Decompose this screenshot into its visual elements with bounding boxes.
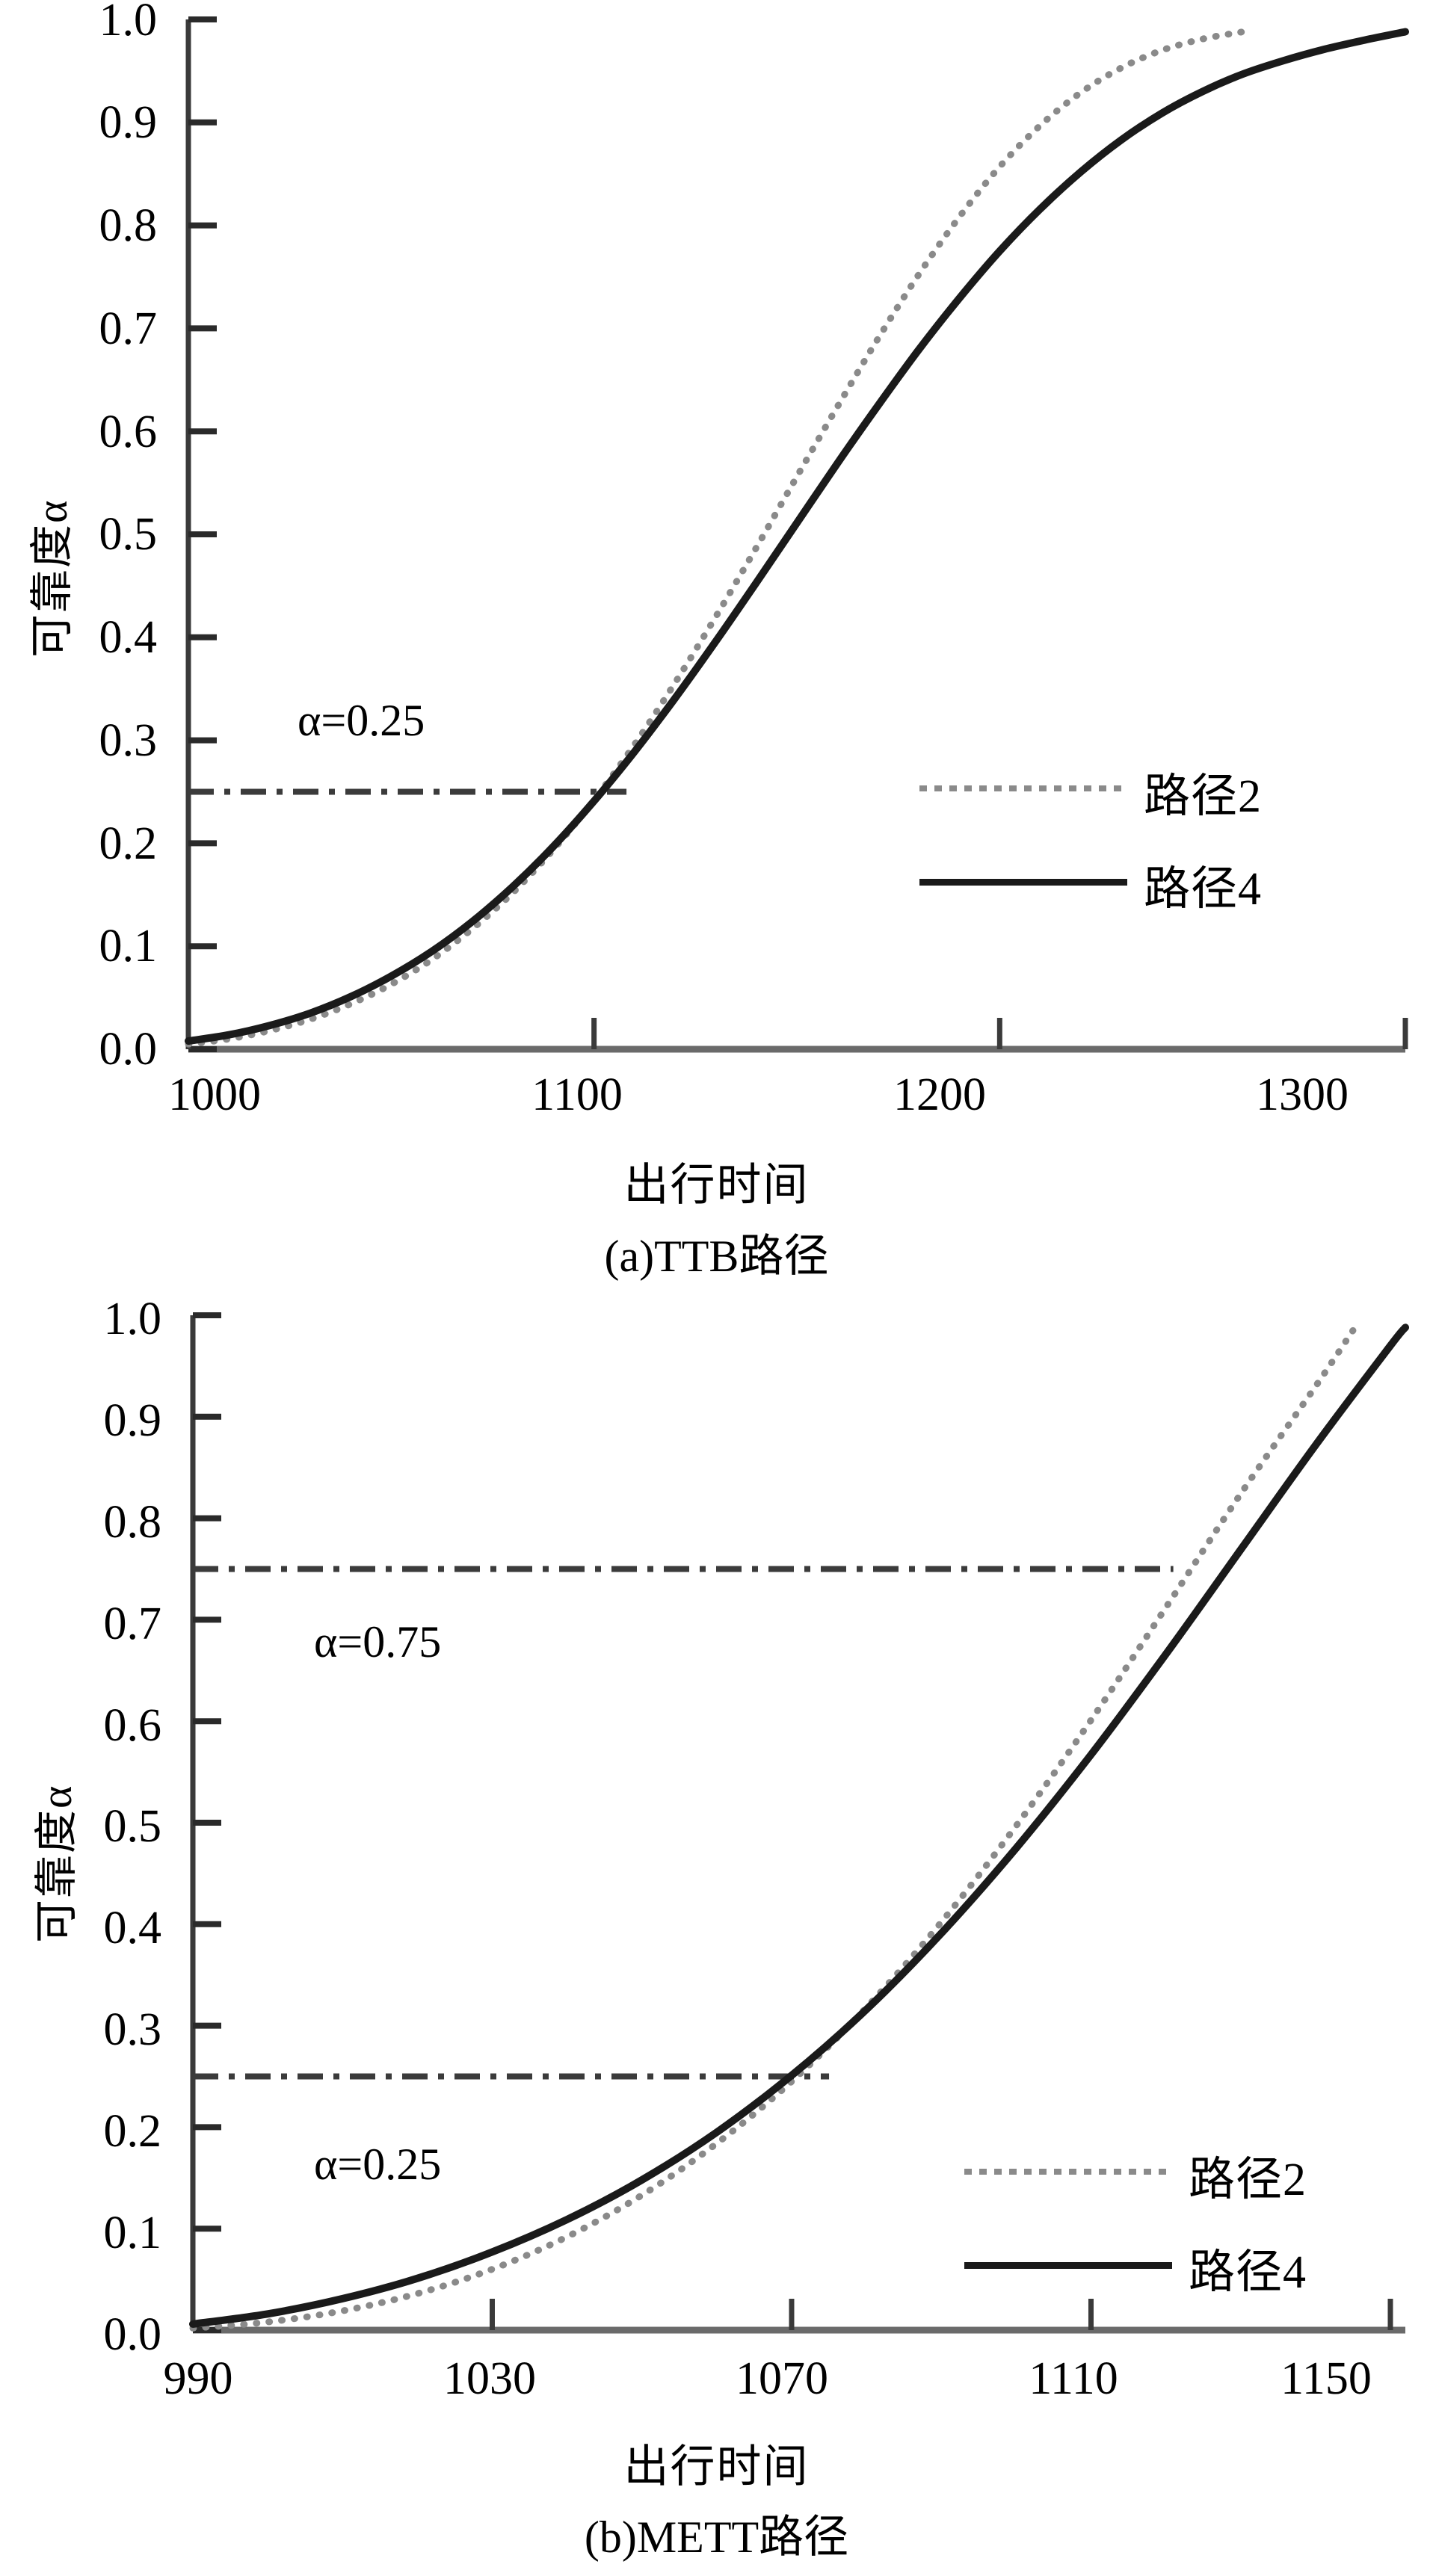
x-axis-label-a: 出行时间 <box>623 1161 810 1210</box>
alpha-annotation-high-b: α=0.75 <box>314 1617 442 1667</box>
legend-label: 路径4 <box>1144 864 1263 915</box>
y-tick-label: 0.2 <box>99 818 158 869</box>
y-tick-label: 0.3 <box>99 715 158 766</box>
panel-caption-b: (b)METT路径 <box>584 2512 849 2562</box>
legend-label: 路径2 <box>1144 771 1263 822</box>
legend-label: 路径2 <box>1189 2155 1307 2205</box>
x-axis-label-b: 出行时间 <box>623 2442 810 2492</box>
y-tick-label: 0.6 <box>99 407 158 457</box>
y-tick-label: 0.9 <box>103 1395 162 1446</box>
y-tick-label: 0.3 <box>103 2004 162 2055</box>
y-tick-label: 0.1 <box>99 921 158 972</box>
y-tick-label: 1.0 <box>103 1294 162 1344</box>
legend-swatch-solid-icon <box>964 2262 1172 2269</box>
x-tick-label: 1300 <box>1256 1069 1349 1120</box>
x-tick-label: 1200 <box>893 1069 986 1120</box>
chart-panel-a: 可靠度α 1.0 0.9 0.8 0.7 0.6 0.5 0.4 0.3 0.2… <box>28 0 1409 1281</box>
y-tick-label: 0.5 <box>103 1801 162 1852</box>
y-tick-label: 0.8 <box>103 1497 162 1548</box>
y-tick-label: 0.8 <box>99 200 158 251</box>
legend-label: 路径4 <box>1189 2247 1307 2298</box>
panel-caption-a: (a)TTB路径 <box>604 1232 829 1281</box>
y-tick-label: 0.4 <box>103 1903 162 1953</box>
x-tick-label: 1100 <box>531 1069 623 1120</box>
y-tick-label: 0.0 <box>103 2309 162 2360</box>
y-tick-label: 0.6 <box>103 1700 162 1751</box>
y-tick-label: 0.9 <box>99 97 158 148</box>
x-tick-label: 1150 <box>1281 2353 1372 2404</box>
x-tick-label: 1070 <box>736 2353 828 2404</box>
legend-swatch-solid-icon <box>919 879 1127 886</box>
y-tick-label: 0.2 <box>103 2106 162 2157</box>
y-tick-label: 0.5 <box>99 509 158 560</box>
y-tick-label: 0.7 <box>99 303 158 354</box>
alpha-annotation-a: α=0.25 <box>298 696 425 745</box>
plot-area-a <box>185 16 1409 1053</box>
y-tick-label: 0.0 <box>99 1024 158 1075</box>
x-tick-label: 1000 <box>168 1069 261 1120</box>
chart-panel-b: 可靠度α 1.0 0.9 0.8 0.7 0.6 0.5 0.4 0.3 0.2… <box>0 1294 1433 2576</box>
y-tick-label: 1.0 <box>99 0 158 46</box>
plot-area-b <box>189 1312 1409 2334</box>
y-tick-label: 0.7 <box>103 1599 162 1649</box>
y-tick-label: 0.4 <box>99 612 158 663</box>
y-tick-label: 0.1 <box>103 2208 162 2258</box>
alpha-annotation-low-b: α=0.25 <box>314 2140 442 2189</box>
x-tick-label: 990 <box>163 2353 233 2404</box>
x-tick-label: 1110 <box>1029 2353 1118 2404</box>
x-tick-label: 1030 <box>443 2353 536 2404</box>
legend-swatch-dotted-icon <box>919 785 1127 792</box>
legend-swatch-dotted-icon <box>964 2168 1172 2175</box>
